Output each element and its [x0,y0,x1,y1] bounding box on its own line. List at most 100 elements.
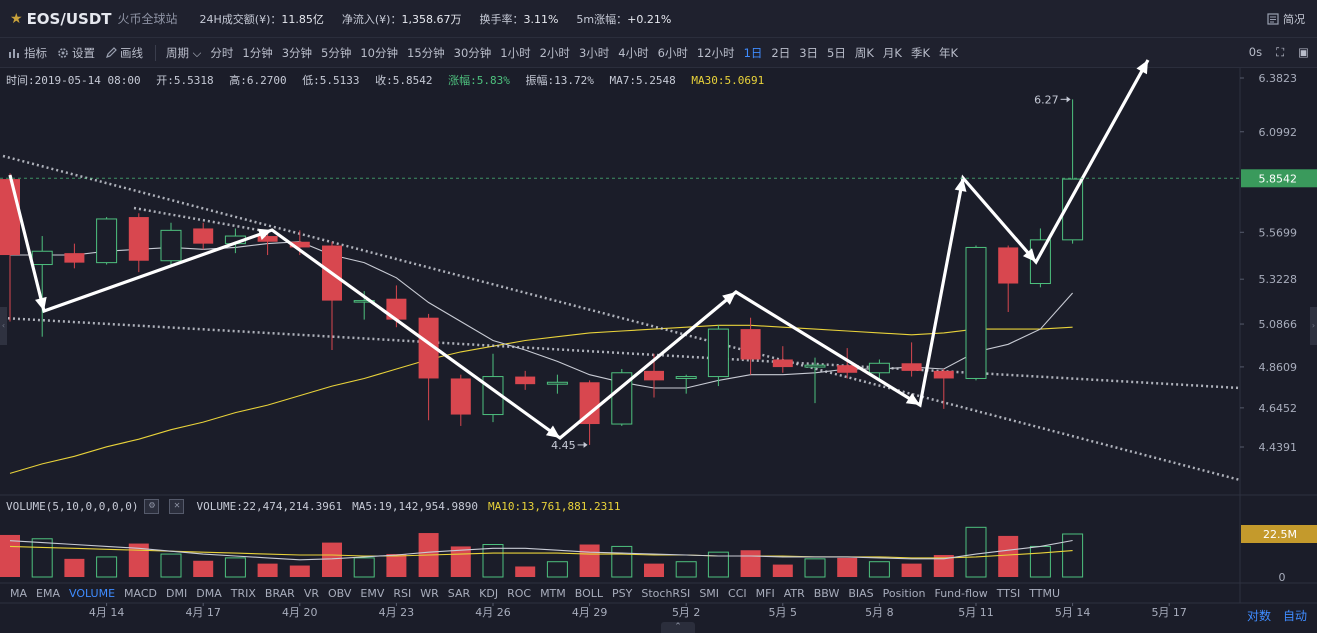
volume-bar [707,551,729,578]
indicator-tab-rsi[interactable]: RSI [393,586,412,600]
period-2小时[interactable]: 2小时 [539,45,570,60]
period-10分钟[interactable]: 10分钟 [360,45,398,60]
left-scroll-handle[interactable]: ‹ [0,307,7,345]
indicator-tab-dmi[interactable]: DMI [166,586,188,600]
collapse-handle[interactable]: ⌃ [661,622,695,633]
indicator-tab-vr[interactable]: VR [303,586,319,600]
info-close: 收:5.8542 [375,74,433,87]
period-12小时[interactable]: 12小时 [696,45,735,60]
indicator-tab-obv[interactable]: OBV [328,586,352,600]
indicator-tab-mfi[interactable]: MFI [755,586,775,600]
info-change: 涨幅:5.83% [448,74,510,87]
drawn-trendline [2,154,1241,482]
indicator-tab-sar[interactable]: SAR [447,586,471,600]
current-price-tag [1241,169,1317,188]
indicator-button[interactable]: 指标 [8,45,47,61]
indicator-tab-ttmu[interactable]: TTMU [1029,586,1061,600]
indicator-tab-bbw[interactable]: BBW [813,586,840,600]
period-dropdown[interactable]: 周期 ⌵ [166,45,201,61]
indicator-tab-cci[interactable]: CCI [728,586,747,600]
draw-line-button[interactable]: 画线 [105,45,143,61]
period-2日[interactable]: 2日 [771,45,791,60]
volume-info: VOLUME(5,10,0,0,0,0) ⚙ ✕ VOLUME:22,474,2… [6,499,630,514]
period-6小时[interactable]: 6小时 [657,45,688,60]
volume-close-icon[interactable]: ✕ [169,499,185,514]
overview-button[interactable]: 简况 [1267,11,1305,27]
period-4小时[interactable]: 4小时 [618,45,649,60]
period-3日[interactable]: 3日 [799,45,819,60]
x-tick-label: 4月 26 [475,606,511,619]
x-tick-label: 5月 14 [1055,606,1091,619]
period-年K[interactable]: 年K [939,45,959,60]
candle [96,217,118,265]
indicator-tab-trix[interactable]: TRIX [230,586,256,600]
indicator-tab-ma[interactable]: MA [10,586,28,600]
indicator-tab-volume[interactable]: VOLUME [68,586,116,600]
candle [804,357,826,404]
candle [933,368,954,409]
volume-settings-icon[interactable]: ⚙ [144,499,160,514]
right-scroll-handle[interactable]: › [1310,307,1317,345]
chevron-down-icon: ⌵ [192,45,202,60]
indicator-tab-dma[interactable]: DMA [196,586,222,600]
low-annotation: 4.45 [551,439,576,452]
period-分时[interactable]: 分时 [210,45,234,60]
candle-body [64,253,85,263]
x-tick-label: 5月 17 [1151,606,1187,619]
candle-body [965,246,987,379]
period-3分钟[interactable]: 3分钟 [281,45,313,60]
period-5日[interactable]: 5日 [827,45,846,60]
period-季K[interactable]: 季K [910,45,931,60]
indicator-tab-position[interactable]: Position [882,586,926,600]
period-30分钟[interactable]: 30分钟 [453,45,492,60]
indicator-tab-atr[interactable]: ATR [783,586,805,600]
drawn-arrowhead [545,425,560,438]
indicator-tab-roc[interactable]: ROC [507,586,532,600]
candle [546,374,568,394]
price-tick-label: 5.3228 [1259,273,1298,286]
indicator-tab-ema[interactable]: EMA [36,586,60,600]
fullscreen-icon[interactable]: ⛶ [1276,45,1285,59]
period-月K[interactable]: 月K [882,45,902,60]
log-scale-button[interactable]: 对数 [1246,609,1271,623]
indicator-tab-stochrsi[interactable]: StochRSI [641,586,691,600]
volume-tick-label: 0 [1279,571,1286,584]
indicator-tab-emv[interactable]: EMV [360,586,385,600]
indicator-tab-boll[interactable]: BOLL [574,586,604,600]
volume-bar [386,554,407,577]
candle [418,313,439,421]
favorite-star-icon[interactable]: ★ [10,10,23,27]
indicator-tab-ttsi[interactable]: TTSI [996,586,1021,600]
candle [868,359,890,381]
period-15分钟[interactable]: 15分钟 [407,45,445,60]
period-1分钟[interactable]: 1分钟 [242,45,273,60]
settings-button[interactable]: 设置 [57,45,95,61]
indicator-tab-mtm[interactable]: MTM [540,586,566,600]
period-5分钟[interactable]: 5分钟 [321,45,352,60]
indicator-tab-bias[interactable]: BIAS [848,586,874,600]
volume-bar [837,557,858,577]
candle-body [96,218,118,264]
period-周K[interactable]: 周K [854,45,874,60]
indicator-tab-kdj[interactable]: KDJ [479,586,499,600]
info-low: 低:5.5133 [302,74,360,87]
volume-bar [322,542,342,577]
camera-icon[interactable]: ▣ [1298,45,1309,59]
indicator-tab-fund-flow[interactable]: Fund-flow [934,586,988,600]
auto-scale-button[interactable]: 自动 [1282,609,1307,623]
indicator-tab-psy[interactable]: PSY [612,586,633,600]
indicator-tab-wr[interactable]: WR [420,586,439,600]
indicator-tab-brar[interactable]: BRAR [264,586,295,600]
indicator-tab-macd[interactable]: MACD [124,586,158,600]
indicator-tab-smi[interactable]: SMI [699,586,720,600]
drawn-trendline [133,206,271,234]
period-1日[interactable]: 1日 [743,45,763,60]
pair-title[interactable]: EOS/USDT [26,9,112,28]
header-stat-0: 24H成交额(¥)：11.85亿 [200,11,324,27]
candle-body [675,376,697,379]
period-3小时[interactable]: 3小时 [578,45,610,60]
header-stat-value: 11.85亿 [281,12,324,26]
period-1小时[interactable]: 1小时 [500,45,531,60]
candle-body [901,363,922,371]
